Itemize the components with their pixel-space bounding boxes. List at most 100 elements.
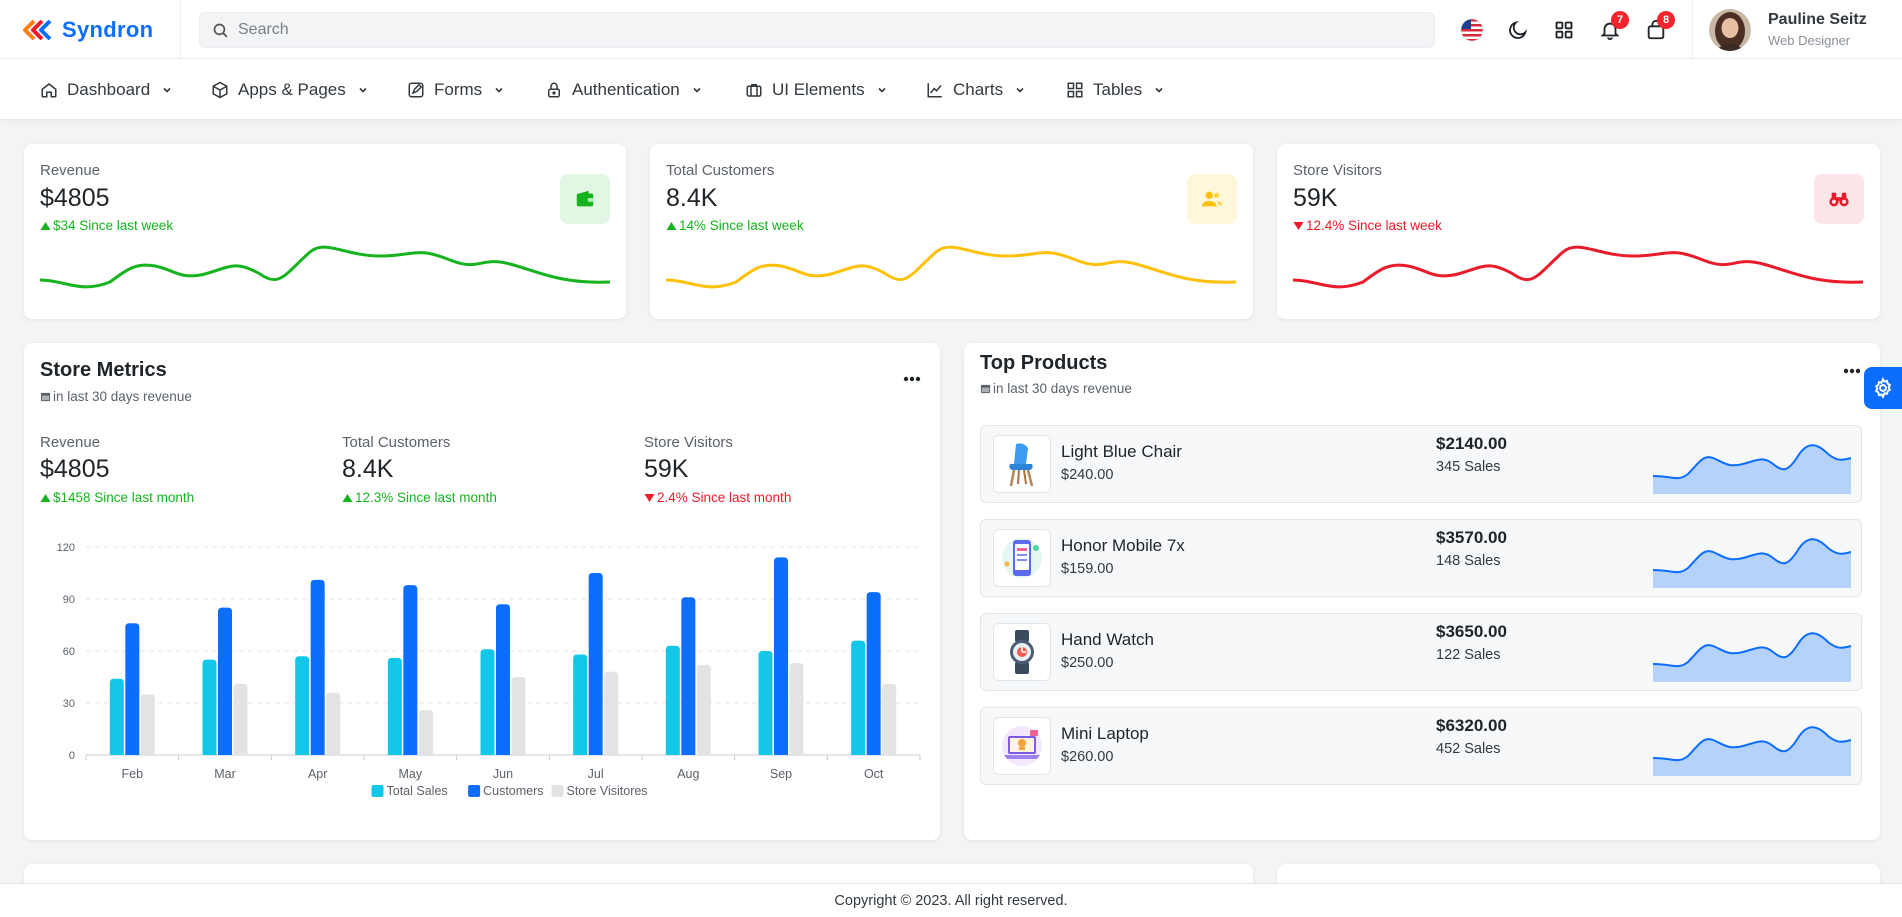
- y-tick-label: 60: [63, 646, 75, 658]
- metric-revenue: Revenue $4805 $1458 Since last month: [40, 434, 194, 505]
- metric-label: Total Customers: [342, 434, 451, 451]
- brand-name: Syndron: [62, 17, 154, 42]
- chevron-down-icon: [1016, 87, 1024, 93]
- y-tick-label: 30: [63, 698, 75, 710]
- product-row[interactable]: Honor Mobile 7x $159.00 $3570.00 148 Sal…: [980, 519, 1862, 597]
- main-nav: Dashboard Apps & Pages Forms Authenticat…: [0, 59, 1902, 120]
- arrow-up-icon: [40, 493, 51, 502]
- cart-button[interactable]: 8: [1641, 11, 1675, 45]
- laptop-icon: [1002, 726, 1042, 766]
- legend-label: Customers: [483, 784, 543, 798]
- revenue-sparkline: [40, 245, 610, 289]
- x-tick-label: Aug: [677, 767, 699, 781]
- product-thumbnail: [993, 623, 1051, 681]
- product-total: $2140.00: [1436, 434, 1507, 453]
- x-tick-label: Apr: [308, 767, 327, 781]
- product-row[interactable]: Hand Watch $250.00 $3650.00 122 Sales: [980, 613, 1862, 691]
- home-icon: [41, 83, 57, 98]
- nav-authentication[interactable]: Authentication: [545, 79, 702, 101]
- language-selector[interactable]: [1457, 15, 1487, 45]
- bar-total-sales: [851, 640, 866, 755]
- product-row[interactable]: Light Blue Chair $240.00 $2140.00 345 Sa…: [980, 425, 1862, 503]
- product-sparkline: [1653, 726, 1851, 776]
- divider: [1692, 0, 1693, 59]
- bar-total-sales: [758, 651, 773, 755]
- product-thumbnail: [993, 717, 1051, 775]
- metric-change-text: 12.3% Since last month: [355, 490, 497, 505]
- subtitle-text: in last 30 days revenue: [993, 381, 1132, 396]
- product-sales: 452 Sales: [1436, 741, 1501, 757]
- stat-card-customers: Total Customers 8.4K 14% Since last week: [650, 144, 1253, 319]
- nav-dashboard[interactable]: Dashboard: [40, 79, 172, 101]
- arrow-up-icon: [40, 221, 51, 230]
- nav-apps-pages[interactable]: Apps & Pages: [211, 79, 368, 101]
- x-tick-label: Jun: [493, 767, 513, 781]
- more-horizontal-icon: [903, 376, 921, 382]
- cart-badge: 8: [1657, 11, 1675, 29]
- nav-charts[interactable]: Charts: [926, 79, 1025, 101]
- nav-tables[interactable]: Tables: [1066, 79, 1164, 101]
- apps-button[interactable]: [1549, 15, 1579, 45]
- stat-card-visitors: Store Visitors 59K 12.4% Since last week: [1277, 144, 1880, 319]
- bar-total-sales: [387, 657, 402, 755]
- legend-swatch: [551, 785, 564, 797]
- legend-swatch: [468, 785, 481, 797]
- product-thumbnail: [993, 435, 1051, 493]
- bar-store-visitores: [789, 663, 804, 755]
- stat-label: Revenue: [40, 162, 101, 179]
- arrow-up-icon: [666, 221, 677, 230]
- legend-swatch: [371, 785, 384, 797]
- user-name[interactable]: Pauline Seitz: [1768, 11, 1867, 28]
- top-products-card: Top Products in last 30 days revenue Lig…: [964, 343, 1880, 840]
- bar-customers: [125, 623, 140, 755]
- more-options-button[interactable]: [903, 371, 921, 382]
- lock-icon: [548, 82, 560, 98]
- brand-logo[interactable]: Syndron: [22, 14, 153, 46]
- chevron-down-icon: [693, 87, 701, 93]
- moon-icon: [1509, 20, 1528, 39]
- search-bar[interactable]: [199, 12, 1435, 48]
- nav-label: Authentication: [572, 80, 680, 99]
- stat-icon: [560, 174, 610, 224]
- avatar[interactable]: [1709, 9, 1751, 51]
- metric-visitors: Store Visitors 59K 2.4% Since last month: [644, 434, 791, 505]
- arrow-up-icon: [342, 493, 353, 502]
- bar-store-visitores: [696, 664, 711, 755]
- customers-sparkline: [666, 245, 1236, 289]
- metric-change: $1458 Since last month: [40, 490, 194, 505]
- bar-customers: [496, 604, 510, 755]
- product-row[interactable]: Mini Laptop $260.00 $6320.00 452 Sales: [980, 707, 1862, 785]
- stat-value: 59K: [1293, 184, 1338, 212]
- theme-settings-button[interactable]: [1864, 367, 1902, 409]
- dark-mode-toggle[interactable]: [1503, 15, 1533, 45]
- search-input[interactable]: [238, 21, 1388, 39]
- line-chart-icon: [927, 83, 942, 98]
- product-price: $250.00: [1061, 655, 1114, 671]
- nav-label: UI Elements: [772, 80, 865, 99]
- nav-forms[interactable]: Forms: [407, 79, 504, 101]
- product-name: Light Blue Chair: [1061, 442, 1182, 461]
- stat-icon: [1814, 174, 1864, 224]
- bar-total-sales: [109, 678, 124, 755]
- product-name: Mini Laptop: [1061, 724, 1149, 743]
- calendar-icon: [980, 384, 991, 394]
- product-sparkline: [1653, 632, 1851, 682]
- stat-change-text: 12.4% Since last week: [1306, 218, 1442, 233]
- chair-icon: [1009, 443, 1034, 487]
- user-role: Web Designer: [1768, 33, 1851, 48]
- bar-store-visitores: [882, 683, 897, 755]
- product-thumbnail: [993, 529, 1051, 587]
- logo-icon: [23, 19, 52, 41]
- metric-value: 59K: [644, 455, 689, 483]
- nav-label: Forms: [434, 80, 483, 99]
- footer: Copyright © 2023. All right reserved.: [0, 883, 1902, 917]
- nav-label: Tables: [1093, 80, 1143, 99]
- metric-change-text: 2.4% Since last month: [657, 490, 792, 505]
- x-tick-label: Feb: [122, 767, 144, 781]
- chevron-down-icon: [359, 87, 367, 93]
- more-options-button[interactable]: [1843, 363, 1861, 374]
- notifications-button[interactable]: 7: [1595, 11, 1629, 45]
- top-products-subtitle: in last 30 days revenue: [980, 381, 1132, 396]
- x-tick-label: Mar: [214, 767, 236, 781]
- nav-ui-elements[interactable]: UI Elements: [745, 79, 887, 101]
